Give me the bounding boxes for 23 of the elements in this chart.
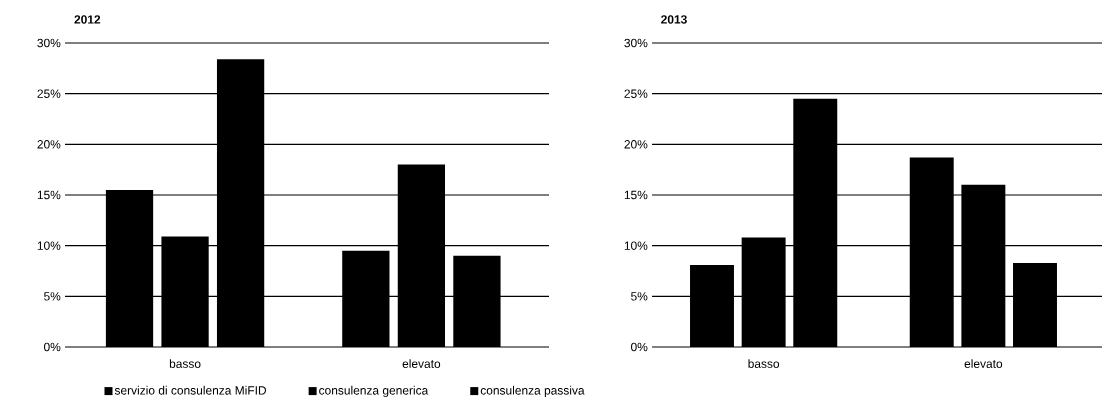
- y-tick-label: 15%: [624, 190, 648, 200]
- y-tick-label: 20%: [37, 140, 61, 149]
- x-tick-label: basso: [169, 359, 201, 368]
- y-tick-label: 15%: [37, 190, 61, 200]
- y-tick-label: 25%: [624, 89, 648, 98]
- y-tick-label: 25%: [37, 89, 61, 98]
- x-tick-label: basso: [748, 359, 780, 368]
- legend-label: consulenza generica: [319, 385, 429, 397]
- y-tick-label: 10%: [624, 241, 648, 250]
- y-tick-label: 0%: [44, 342, 61, 352]
- y-tick-label: 30%: [37, 38, 61, 48]
- y-tick-label: 20%: [624, 140, 648, 149]
- x-tick-label: elevato: [402, 359, 441, 368]
- chart-title: 2012: [74, 15, 101, 24]
- y-tick-label: 0%: [631, 342, 648, 352]
- legend-label: servizio di consulenza MiFID: [114, 385, 267, 395]
- y-tick-label: 5%: [631, 292, 648, 301]
- legend-label: consulenza passiva: [480, 385, 585, 397]
- y-tick-label: 5%: [44, 292, 61, 301]
- y-tick-label: 10%: [37, 241, 61, 250]
- x-tick-label: elevato: [964, 359, 1003, 368]
- y-tick-label: 30%: [624, 38, 648, 48]
- chart-title: 2013: [661, 15, 687, 24]
